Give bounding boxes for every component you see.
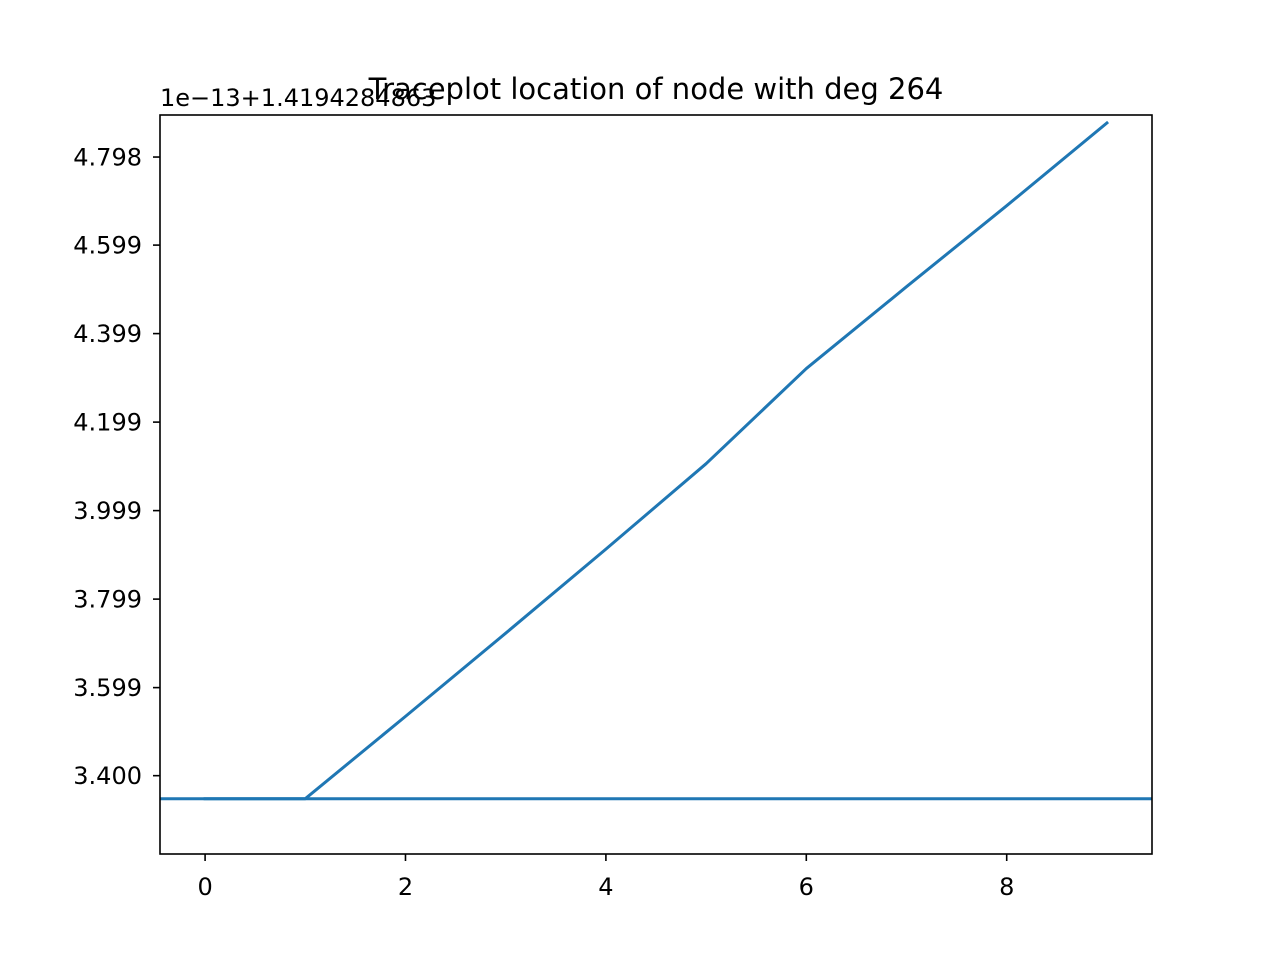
axes-ticks: 0 2 4 6 8 3.400 3.599 3.799 3.999 4.199 4.399 4.599… xyxy=(73,144,1014,901)
x-tick-label: 6 xyxy=(799,873,814,901)
series-line-0 xyxy=(203,120,1110,801)
y-tick-label: 4.199 xyxy=(73,409,142,437)
y-tick-label: 4.798 xyxy=(73,144,142,172)
y-tick-label: 4.599 xyxy=(73,232,142,260)
y-tick-label: 3.799 xyxy=(73,586,142,614)
x-tick-label: 8 xyxy=(999,873,1014,901)
y-offset-label: 1e−13+1.4194284863 xyxy=(160,84,436,112)
y-tick-label: 4.399 xyxy=(73,320,142,348)
axes-frame xyxy=(159,114,1153,855)
x-tick-label: 2 xyxy=(398,873,413,901)
plot-area xyxy=(160,120,1152,801)
y-tick-label: 3.999 xyxy=(73,497,142,525)
x-tick-label: 4 xyxy=(598,873,613,901)
y-tick-label: 3.599 xyxy=(73,674,142,702)
chart-title: Traceplot location of node with deg 264 xyxy=(368,72,944,106)
y-tick-label: 3.400 xyxy=(73,762,142,790)
x-tick-label: 0 xyxy=(197,873,212,901)
